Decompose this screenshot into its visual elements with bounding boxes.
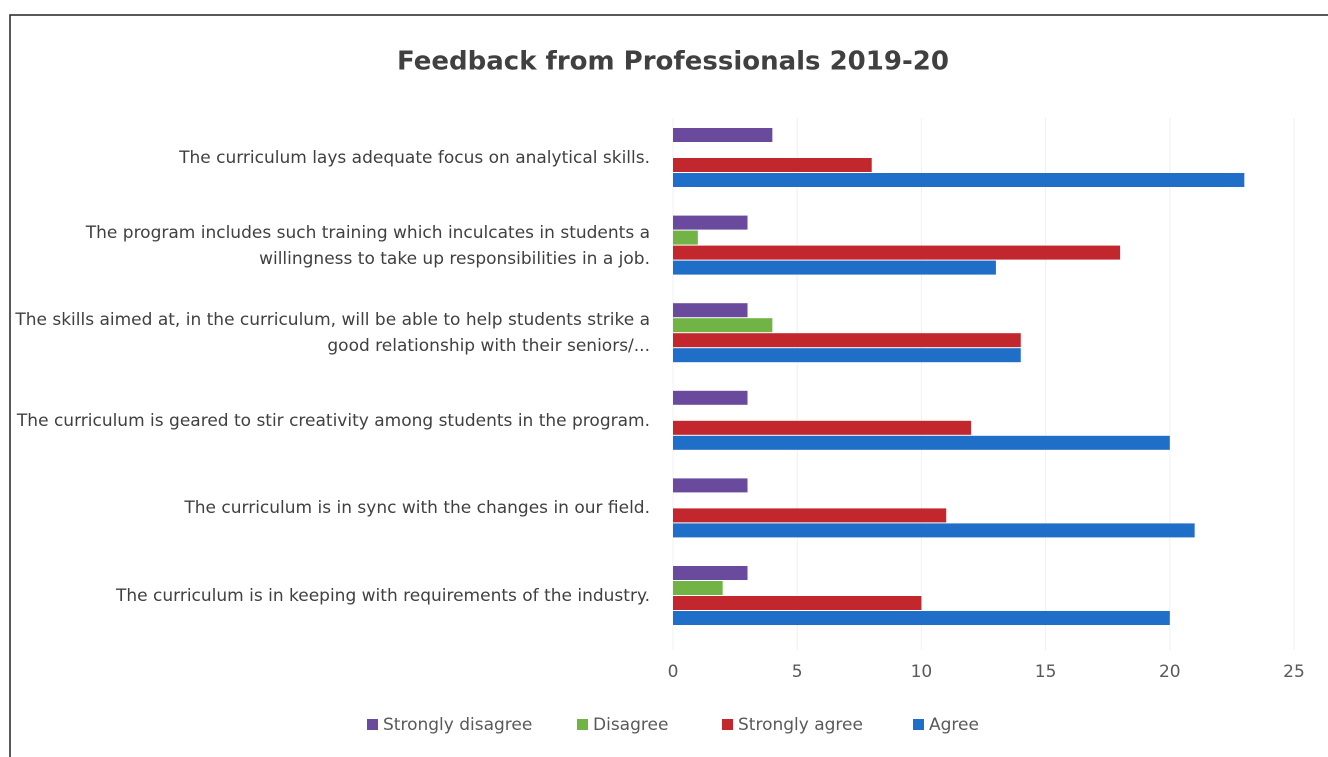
bar: [673, 478, 748, 493]
x-tick-label: 5: [792, 662, 803, 682]
bar: [673, 230, 698, 245]
category-label: The curriculum is in keeping with requir…: [116, 586, 650, 606]
bar: [673, 303, 748, 318]
bar: [673, 173, 1245, 187]
bar: [673, 158, 872, 172]
category-label: The program includes such training which…: [85, 222, 650, 269]
legend-swatch: [577, 719, 588, 730]
bar: [673, 348, 1021, 363]
x-tick-label: 10: [911, 662, 933, 682]
legend-label: Strongly disagree: [383, 715, 532, 735]
category-label: The curriculum lays adequate focus on an…: [179, 148, 650, 168]
bar: [673, 333, 1021, 348]
x-tick-label: 20: [1159, 662, 1181, 682]
bar: [673, 611, 1170, 625]
chart-title: Feedback from Professionals 2019-20: [397, 47, 949, 77]
legend-label: Strongly agree: [738, 715, 863, 735]
bar: [673, 260, 996, 275]
bar: [673, 566, 748, 580]
bar: [673, 245, 1121, 260]
bar: [673, 596, 922, 610]
bar: [673, 215, 748, 230]
bar: [673, 128, 773, 142]
legend-label: Disagree: [593, 715, 668, 735]
legend-swatch: [913, 719, 924, 730]
bar: [673, 390, 748, 405]
bar: [673, 581, 723, 595]
x-tick-label: 0: [668, 662, 679, 682]
category-label: The skills aimed at, in the curriculum, …: [15, 310, 650, 357]
category-label: The curriculum is in sync with the chang…: [184, 498, 650, 519]
x-tick-label: 15: [1035, 662, 1057, 682]
bar: [673, 420, 972, 435]
bar: [673, 508, 947, 523]
legend-label: Agree: [929, 715, 979, 735]
bar: [673, 523, 1195, 538]
frame: [9, 14, 1328, 757]
bar: [673, 435, 1170, 450]
x-tick-label: 25: [1283, 662, 1305, 682]
category-label: The curriculum is geared to stir creativ…: [16, 410, 650, 431]
legend-swatch: [367, 719, 378, 730]
bar: [673, 318, 773, 333]
legend-swatch: [722, 719, 733, 730]
